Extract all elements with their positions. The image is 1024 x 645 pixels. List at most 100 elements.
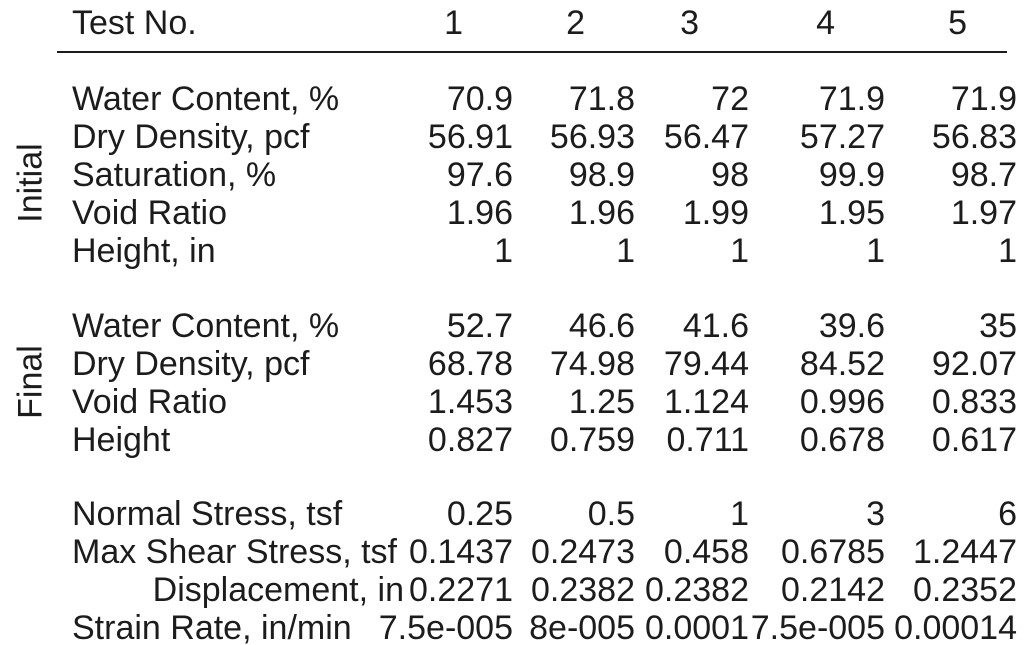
- cell: 1.2447: [913, 533, 1017, 571]
- cell: 0.2352: [913, 571, 1017, 609]
- row-label: Water Content, %: [72, 80, 340, 118]
- row-initial-void-ratio: Void Ratio 1.96 1.96 1.99 1.95 1.97: [0, 194, 1024, 232]
- row-label: Displacement, in: [152, 571, 404, 609]
- cell: 3: [866, 495, 885, 533]
- cell: 0.2142: [781, 571, 885, 609]
- cell: 71.9: [950, 80, 1017, 118]
- cell: 1: [998, 232, 1017, 270]
- cell: 99.9: [818, 156, 885, 194]
- cell: 52.7: [446, 307, 513, 345]
- header-col-3: 3: [680, 4, 699, 42]
- row-label: Void Ratio: [72, 383, 227, 421]
- cell: 0.458: [663, 533, 749, 571]
- cell: 1.96: [446, 194, 513, 232]
- cell: 1.124: [663, 383, 749, 421]
- cell: 71.9: [818, 80, 885, 118]
- row-initial-water-content: Water Content, % 70.9 71.8 72 71.9 71.9: [0, 80, 1024, 118]
- cell: 97.6: [446, 156, 513, 194]
- cell: 6: [998, 495, 1017, 533]
- cell: 1.99: [682, 194, 749, 232]
- cell: 0.5: [587, 495, 635, 533]
- row-label: Height: [72, 421, 171, 459]
- row-max-shear-stress: Max Shear Stress, tsf 0.1437 0.2473 0.45…: [0, 533, 1024, 571]
- cell: 98.7: [950, 156, 1017, 194]
- cell: 0.00014: [894, 609, 1017, 645]
- row-final-water-content: Water Content, % 52.7 46.6 41.6 39.6 35: [0, 307, 1024, 345]
- row-label: Height, in: [72, 232, 216, 270]
- cell: 70.9: [446, 80, 513, 118]
- row-label: Saturation, %: [72, 156, 277, 194]
- header-rule: [57, 51, 1007, 53]
- cell: 56.91: [427, 118, 513, 156]
- cell: 0.678: [799, 421, 885, 459]
- cell: 79.44: [663, 345, 749, 383]
- row-initial-dry-density: Dry Density, pcf 56.91 56.93 56.47 57.27…: [0, 118, 1024, 156]
- row-label: Strain Rate, in/min: [72, 609, 352, 645]
- header-col-1: 1: [444, 4, 463, 42]
- header-label: Test No.: [72, 4, 197, 42]
- cell: 0.2382: [645, 571, 749, 609]
- cell: 0.25: [446, 495, 513, 533]
- cell: 1.97: [950, 194, 1017, 232]
- cell: 8e-005: [529, 609, 635, 645]
- row-label: Normal Stress, tsf: [72, 495, 343, 533]
- row-initial-height: Height, in 1 1 1 1 1: [0, 232, 1024, 270]
- cell: 35: [979, 307, 1017, 345]
- cell: 1.95: [818, 194, 885, 232]
- cell: 98.9: [568, 156, 635, 194]
- cell: 0.6785: [781, 533, 885, 571]
- cell: 7.5e-005: [750, 609, 885, 645]
- cell: 56.47: [663, 118, 749, 156]
- cell: 0.2382: [531, 571, 635, 609]
- row-initial-saturation: Saturation, % 97.6 98.9 98 99.9 98.7: [0, 156, 1024, 194]
- cell: 0.711: [666, 421, 749, 459]
- row-final-height: Height 0.827 0.759 0.711 0.678 0.617: [0, 421, 1024, 459]
- row-label: Water Content, %: [72, 307, 340, 345]
- row-final-void-ratio: Void Ratio 1.453 1.25 1.124 0.996 0.833: [0, 383, 1024, 421]
- cell: 1: [730, 495, 749, 533]
- cell: 0.827: [427, 421, 513, 459]
- header-col-2: 2: [566, 4, 585, 42]
- cell: 0.996: [799, 383, 885, 421]
- cell: 92.07: [931, 345, 1017, 383]
- cell: 84.52: [799, 345, 885, 383]
- cell: 0.759: [549, 421, 635, 459]
- cell: 1.25: [568, 383, 635, 421]
- cell: 1.96: [568, 194, 635, 232]
- cell: 0.2473: [531, 533, 635, 571]
- row-label: Max Shear Stress, tsf: [72, 533, 397, 571]
- cell: 1: [616, 232, 635, 270]
- cell: 74.98: [549, 345, 635, 383]
- cell: 71.8: [568, 80, 635, 118]
- cell: 1: [730, 232, 749, 270]
- cell: 0.0001: [645, 609, 749, 645]
- row-label: Dry Density, pcf: [72, 345, 310, 383]
- cell: 41.6: [682, 307, 749, 345]
- cell: 39.6: [818, 307, 885, 345]
- cell: 1: [866, 232, 885, 270]
- cell: 1: [494, 232, 513, 270]
- header-row: Test No. 1 2 3 4 5: [0, 4, 1024, 42]
- row-label: Void Ratio: [72, 194, 227, 232]
- cell: 46.6: [568, 307, 635, 345]
- cell: 56.93: [549, 118, 635, 156]
- header-col-5: 5: [948, 4, 967, 42]
- row-strain-rate: Strain Rate, in/min 7.5e-005 8e-005 0.00…: [0, 609, 1024, 645]
- cell: 0.833: [931, 383, 1017, 421]
- cell: 56.83: [931, 118, 1017, 156]
- header-col-4: 4: [816, 4, 835, 42]
- row-label: Dry Density, pcf: [72, 118, 310, 156]
- row-final-dry-density: Dry Density, pcf 68.78 74.98 79.44 84.52…: [0, 345, 1024, 383]
- row-normal-stress: Normal Stress, tsf 0.25 0.5 1 3 6: [0, 495, 1024, 533]
- cell: 1.453: [427, 383, 513, 421]
- cell: 0.1437: [409, 533, 513, 571]
- row-displacement: Displacement, in 0.2271 0.2382 0.2382 0.…: [0, 571, 1024, 609]
- cell: 0.617: [931, 421, 1017, 459]
- cell: 7.5e-005: [378, 609, 513, 645]
- cell: 98: [711, 156, 749, 194]
- cell: 0.2271: [409, 571, 513, 609]
- cell: 68.78: [427, 345, 513, 383]
- cell: 57.27: [799, 118, 885, 156]
- cell: 72: [711, 80, 749, 118]
